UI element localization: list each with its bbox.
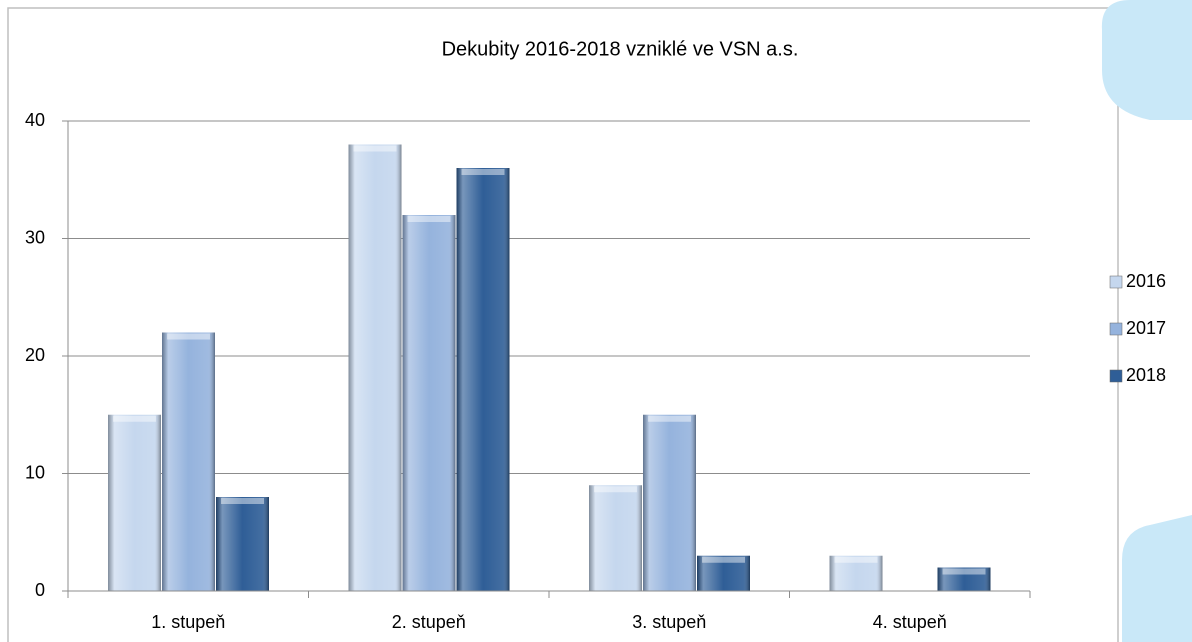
bar-shade (697, 555, 750, 591)
y-tick-label: 30 (25, 227, 45, 247)
bar-cap (353, 145, 397, 152)
bar-shade (108, 414, 161, 591)
legend-label: 2017 (1126, 318, 1166, 338)
bar-cap (834, 556, 878, 563)
y-tick-label: 0 (35, 580, 45, 600)
bar-shade (216, 497, 269, 591)
legend-label: 2016 (1126, 271, 1166, 291)
bar-cap (461, 169, 505, 175)
bar-shade (402, 215, 456, 591)
bar-shade (937, 567, 991, 591)
chart-title: Dekubity 2016-2018 vzniklé ve VSN a.s. (442, 38, 799, 60)
bar-cap (113, 415, 156, 422)
y-tick-label: 40 (25, 110, 45, 130)
bar-shade (829, 555, 883, 591)
bar-cap (648, 415, 691, 422)
bar-cap (942, 568, 986, 575)
bar-shade (456, 168, 510, 591)
x-tick-label: 2. stupeň (392, 612, 466, 632)
bar-shade (162, 332, 215, 591)
bar-cap (167, 333, 210, 340)
legend-swatch (1109, 275, 1123, 289)
legend-swatch (1109, 369, 1123, 383)
bar-shade (589, 485, 642, 591)
y-tick-label: 10 (25, 462, 45, 482)
bar-cap (221, 498, 264, 504)
decor-shape (1122, 515, 1192, 642)
bar-cap (594, 486, 637, 493)
bar-shade (348, 144, 402, 591)
decor-shape (1101, 0, 1192, 120)
legend-swatch (1109, 322, 1123, 336)
y-tick-label: 20 (25, 345, 45, 365)
x-tick-label: 3. stupeň (632, 612, 706, 632)
bar-cap (702, 556, 745, 563)
bar-cap (407, 216, 451, 222)
x-tick-label: 4. stupeň (873, 612, 947, 632)
legend-label: 2018 (1126, 365, 1166, 385)
x-tick-label: 1. stupeň (151, 612, 225, 632)
bar-shade (643, 414, 696, 591)
